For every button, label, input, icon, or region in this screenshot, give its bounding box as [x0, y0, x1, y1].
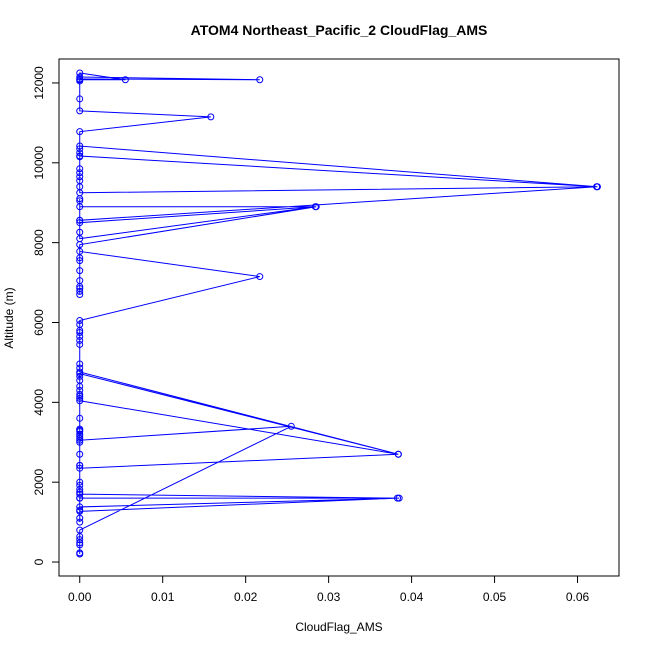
data-point — [76, 76, 84, 84]
data-point — [287, 422, 295, 430]
data-point — [76, 376, 84, 384]
x-tick-label: 0.01 — [151, 590, 175, 604]
data-point — [76, 507, 84, 515]
data-point — [76, 257, 84, 265]
data-point — [76, 219, 84, 227]
data-point — [76, 128, 84, 136]
x-tick-label: 0.02 — [234, 590, 258, 604]
data-point — [76, 430, 84, 438]
data-point — [76, 235, 84, 243]
data-point — [76, 394, 84, 402]
data-point — [76, 481, 84, 489]
data-point — [76, 291, 84, 299]
data-point — [76, 390, 84, 398]
data-point — [76, 464, 84, 472]
y-tick-label: 4000 — [32, 389, 46, 416]
data-point — [207, 113, 215, 121]
data-point — [76, 372, 84, 380]
y-axis: 0 2000 4000 6000 8000 10000 12000 — [32, 66, 60, 565]
data-point — [76, 360, 84, 368]
chart-title: ATOM4 Northeast_Pacific_2 CloudFlag_AMS — [191, 22, 488, 38]
data-point — [76, 336, 84, 344]
data-point — [76, 340, 84, 348]
y-tick-label: 2000 — [32, 469, 46, 496]
data-point — [76, 316, 84, 324]
data-point — [76, 142, 84, 150]
data-point — [76, 152, 84, 160]
data-point — [256, 76, 264, 84]
y-axis-label: Altitude (m) — [2, 287, 16, 348]
x-axis: 0.00 0.01 0.02 0.03 0.04 0.05 0.06 — [68, 575, 590, 604]
data-point — [76, 267, 84, 275]
data-point — [76, 165, 84, 173]
data-point — [76, 414, 84, 422]
series-lines — [79, 72, 598, 555]
y-tick-label: 12000 — [32, 66, 46, 100]
series-line — [79, 72, 598, 555]
data-point — [76, 216, 84, 224]
data-point — [76, 549, 84, 557]
data-point — [76, 368, 84, 376]
data-point — [256, 273, 264, 281]
y-tick-label: 8000 — [32, 229, 46, 256]
data-point — [76, 526, 84, 534]
data-point — [76, 197, 84, 205]
data-point — [76, 450, 84, 458]
y-tick-label: 0 — [32, 558, 46, 565]
x-tick-label: 0.05 — [483, 590, 507, 604]
data-point — [76, 478, 84, 486]
x-tick-label: 0.00 — [68, 590, 92, 604]
data-point — [394, 450, 402, 458]
x-axis-label: CloudFlag_AMS — [295, 620, 382, 634]
y-tick-label: 6000 — [32, 309, 46, 336]
data-point — [76, 438, 84, 446]
data-point — [76, 283, 84, 291]
x-tick-label: 0.03 — [317, 590, 341, 604]
data-point — [76, 73, 84, 81]
data-point — [76, 426, 84, 434]
data-point — [76, 490, 84, 498]
data-point — [76, 503, 84, 511]
data-point — [76, 386, 84, 394]
data-point — [76, 107, 84, 115]
data-point — [76, 541, 84, 549]
data-point — [593, 183, 601, 191]
data-point — [121, 76, 129, 84]
x-tick-label: 0.06 — [566, 590, 590, 604]
data-point — [76, 494, 84, 502]
data-point — [76, 287, 84, 295]
y-tick-label: 10000 — [32, 146, 46, 180]
data-point — [311, 203, 319, 211]
data-point — [76, 149, 84, 157]
data-point — [393, 494, 401, 502]
data-point — [76, 173, 84, 181]
data-point — [76, 169, 84, 177]
data-point — [76, 95, 84, 103]
data-point — [76, 518, 84, 526]
data-point — [76, 434, 84, 442]
data-point — [76, 328, 84, 336]
data-point — [76, 514, 84, 522]
data-point — [76, 177, 84, 185]
data-point — [76, 461, 84, 469]
x-tick-label: 0.04 — [400, 590, 424, 604]
data-point — [76, 320, 84, 328]
series-points — [76, 69, 601, 558]
data-point — [76, 364, 84, 372]
data-point — [76, 69, 84, 77]
data-point — [76, 254, 84, 262]
data-point — [76, 145, 84, 153]
data-point — [76, 485, 84, 493]
data-point — [76, 536, 84, 544]
